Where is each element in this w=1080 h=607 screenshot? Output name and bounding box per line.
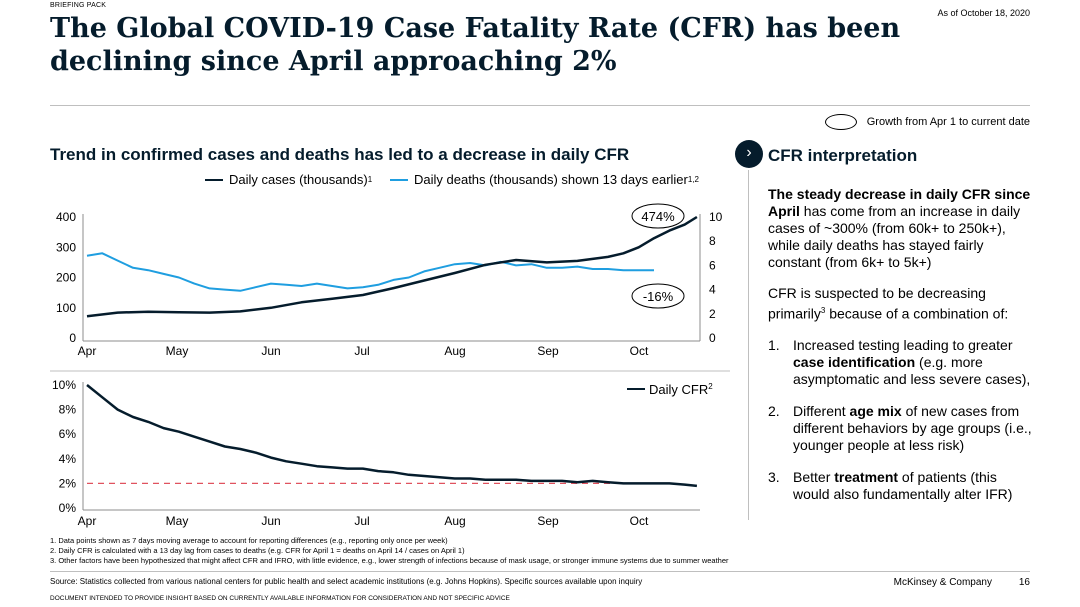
- cfr-legend-sup: 2: [708, 382, 713, 391]
- factor-number: 1.: [768, 336, 780, 353]
- footer-divider: [50, 571, 1030, 572]
- source-note: Source: Statistics collected from variou…: [50, 577, 643, 586]
- para2-sup: 3: [820, 306, 826, 315]
- chevron-right-icon: ›: [735, 140, 763, 168]
- factor-bold: age mix: [849, 402, 902, 419]
- factor-pre: Increased testing leading to greater: [793, 336, 1013, 353]
- factor-bold: case identification: [793, 353, 916, 370]
- company-name: McKinsey & Company: [893, 577, 992, 588]
- chart-subtitle: Trend in confirmed cases and deaths has …: [50, 145, 630, 164]
- cfr-x-tick-label: Oct: [630, 514, 649, 528]
- para2-a: CFR is suspected to be decreasing primar…: [768, 285, 986, 322]
- factor-post: of new cases from different behaviors by…: [793, 402, 1032, 453]
- panel-divider: [748, 170, 749, 520]
- x-tick-label: Jun: [261, 344, 280, 358]
- growth-label-deaths: -16%: [643, 289, 674, 304]
- factor-post: of patients (this would also fundamental…: [793, 468, 1013, 502]
- factor-pre: Different: [793, 402, 850, 419]
- footnote-3: 3. Other factors have been hypothesized …: [50, 556, 729, 565]
- para1-bold: The steady decrease in daily CFR since A…: [768, 186, 1031, 219]
- legend-cases: Daily cases (thousands) 1: [205, 172, 372, 187]
- factor-bold: treatment: [834, 468, 899, 485]
- cfr-y-tick-label: 6%: [59, 427, 77, 441]
- x-tick-label: Apr: [78, 344, 97, 358]
- factor-post: (e.g. more asymptomatic and less severe …: [793, 353, 1031, 387]
- cfr-chart: 10% 8% 6% 4% 2% 0%Apr May Jun Jul Aug Sep Oct: [50, 370, 730, 528]
- cfr-y-tick-label: 2%: [59, 476, 77, 490]
- x-tick-label: Oct: [630, 344, 649, 358]
- cfr-x-tick-label: Jun: [261, 514, 280, 528]
- growth-label-cases: 474%: [641, 209, 675, 224]
- legend-deaths-sup: 1,2: [687, 175, 699, 184]
- factor-number: 2.: [768, 402, 780, 419]
- disclaimer: DOCUMENT INTENDED TO PROVIDE INSIGHT BAS…: [50, 595, 510, 602]
- left-y-tick-label: 300: [56, 240, 76, 254]
- briefing-label: BRIEFING PACK: [50, 2, 107, 9]
- right-y-tick-label: 4: [709, 283, 716, 297]
- growth-oval-cases: [631, 203, 685, 229]
- factor-number: 3.: [768, 468, 780, 485]
- footnote-1: 1. Data points shown as 7 days moving av…: [50, 536, 448, 545]
- factor-pre: Better: [793, 468, 835, 485]
- cfr-y-tick-label: 8%: [59, 403, 77, 417]
- factor-item: 3. Better treatment of patients (this wou…: [768, 469, 1033, 503]
- interpretation-para-2: CFR is suspected to be decreasing primar…: [768, 285, 1033, 323]
- cfr-x-tick-label: Sep: [537, 514, 559, 528]
- cfr-x-tick-label: Aug: [444, 514, 465, 528]
- right-y-tick-label: 2: [709, 307, 716, 321]
- x-tick-label: Aug: [444, 344, 465, 358]
- cfr-x-tick-label: May: [166, 514, 189, 528]
- cfr-y-tick-label: 0%: [59, 501, 77, 515]
- para1-rest: has come from an increase in daily cases…: [768, 203, 1021, 270]
- page-title: The Global COVID-19 Case Fatality Rate (…: [50, 13, 901, 77]
- cfr-y-tick-label: 10%: [52, 378, 76, 392]
- factor-item: 1. Increased testing leading to greater c…: [768, 337, 1033, 388]
- deaths-series-line: [86, 252, 654, 292]
- legend-deaths-label: Daily deaths (thousands) shown 13 days e…: [414, 172, 688, 187]
- cfr-x-tick-label: Apr: [78, 514, 97, 528]
- cfr-x-tick-label: Jul: [354, 514, 369, 528]
- page-number: 16: [1018, 577, 1030, 588]
- factor-list: 1. Increased testing leading to greater c…: [768, 337, 1033, 503]
- x-tick-label: Jul: [354, 344, 369, 358]
- oval-legend-icon: [824, 114, 857, 130]
- right-y-tick-label: 8: [709, 234, 716, 248]
- as-of-date: As of October 18, 2020: [937, 8, 1030, 18]
- left-y-tick-label: 200: [56, 271, 76, 285]
- cfr-series-line: [86, 384, 698, 488]
- para2-b: because of a combination of:: [825, 305, 1009, 322]
- right-y-tick-label: 6: [709, 258, 716, 272]
- legend-cases-sup: 1: [367, 175, 373, 184]
- deaths-line-swatch: [390, 178, 408, 181]
- legend-deaths: Daily deaths (thousands) shown 13 days e…: [390, 172, 699, 187]
- x-tick-label: Sep: [537, 344, 559, 358]
- interpretation-para-1: The steady decrease in daily CFR since A…: [768, 186, 1033, 271]
- header-divider: [50, 105, 1030, 106]
- x-tick-label: May: [166, 344, 189, 358]
- cfr-y-tick-label: 4%: [59, 452, 77, 466]
- factor-item: 2. Different age mix of new cases from di…: [768, 403, 1033, 454]
- cfr-legend-label: Daily CFR2: [649, 382, 713, 397]
- cfr-legend-text: Daily CFR: [649, 382, 708, 397]
- growth-oval-deaths: [631, 283, 685, 309]
- growth-legend: Growth from Apr 1 to current date: [824, 114, 1030, 130]
- footnote-2: 2. Daily CFR is calculated with a 13 day…: [50, 546, 465, 555]
- legend-cases-label: Daily cases (thousands): [229, 172, 368, 187]
- left-y-tick-label: 0: [69, 331, 76, 345]
- right-y-tick-label: 10: [709, 210, 723, 224]
- right-y-tick-label: 0: [709, 331, 716, 345]
- growth-legend-label: Growth from Apr 1 to current date: [866, 116, 1030, 128]
- cases-line-swatch: [205, 178, 223, 181]
- cases-series-line: [86, 215, 698, 318]
- left-y-tick-label: 100: [56, 301, 76, 315]
- left-y-tick-label: 400: [56, 210, 76, 224]
- interpretation-heading: CFR interpretation: [768, 146, 918, 165]
- interpretation-text: The steady decrease in daily CFR since A…: [768, 186, 1033, 518]
